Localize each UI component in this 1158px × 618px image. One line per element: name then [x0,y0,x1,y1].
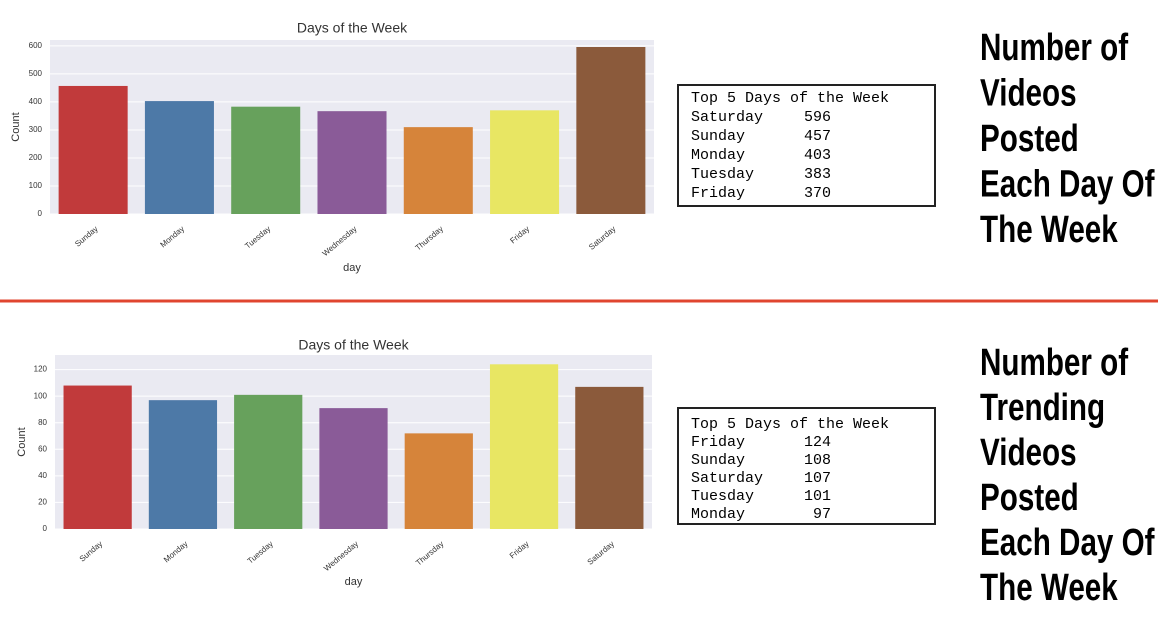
bar [63,385,132,529]
x-tick-label: Wednesday [321,224,359,258]
y-axis-label: Count [16,427,28,456]
table-count: 101 [804,488,831,505]
table-count: 457 [804,128,831,145]
bar [576,47,646,215]
y-tick-label: 40 [38,471,47,480]
heading-line: Videos [980,432,1077,474]
table-count: 107 [804,470,831,487]
table-day: Saturday [691,470,763,487]
chart-title: Days of the Week [297,20,408,36]
table-day: Monday [691,506,745,523]
bar [319,408,388,529]
table-day: Tuesday [691,488,754,505]
x-tick-label: Friday [508,539,531,560]
heading-line: The Week [980,209,1118,251]
y-tick-label: 0 [43,524,48,533]
table-count: 383 [804,166,831,183]
bar [403,127,473,214]
bar [58,85,128,214]
y-tick-label: 80 [38,418,47,427]
table-count: 124 [804,434,831,451]
chart-title: Days of the Week [298,337,409,353]
table-title: Top 5 Days of the Week [691,90,889,107]
table-day: Friday [691,185,745,202]
bar [490,110,560,214]
table-count: 97 [813,506,831,523]
table-day: Saturday [691,109,763,126]
table-box [677,84,936,207]
y-tick-label: 200 [29,153,43,162]
x-tick-label: Friday [508,224,531,245]
x-tick-label: Thursday [414,539,445,567]
x-tick-label: Monday [162,539,190,564]
table-day: Sunday [691,452,745,469]
y-tick-label: 60 [38,444,47,453]
heading-line: Videos [980,72,1077,114]
table-day: Sunday [691,128,745,145]
x-tick-label: Thursday [414,224,445,252]
y-tick-label: 400 [29,97,43,106]
heading-line: Trending [980,387,1105,429]
y-tick-label: 20 [38,498,47,507]
heading-line: Posted [980,118,1079,160]
x-tick-label: Tuesday [246,539,275,565]
x-tick-label: Tuesday [243,224,272,250]
y-tick-label: 100 [34,391,48,400]
table-count: 403 [804,147,831,164]
table-count: 108 [804,452,831,469]
table-count: 370 [804,185,831,202]
bar [575,386,644,529]
heading-line: The Week [980,567,1118,609]
x-tick-label: Monday [158,224,186,249]
heading-line: Number of [980,342,1129,384]
bar [234,394,303,529]
y-tick-label: 120 [34,365,48,374]
table-title: Top 5 Days of the Week [691,416,889,433]
table-box [677,407,936,525]
bar [317,111,387,214]
x-tick-label: Wednesday [322,539,360,573]
table-count: 596 [804,109,831,126]
heading-line: Each Day Of [980,163,1155,205]
y-tick-label: 600 [29,41,43,50]
heading-line: Number of [980,27,1129,69]
heading-line: Each Day Of [980,522,1155,564]
x-tick-label: Saturday [586,539,616,566]
y-tick-label: 100 [29,181,43,190]
bar [404,433,473,529]
x-axis-label: day [345,576,363,588]
y-tick-label: 300 [29,125,43,134]
table-day: Tuesday [691,166,754,183]
bar [148,400,218,529]
x-tick-label: Sunday [78,539,105,563]
y-axis-label: Count [10,112,22,141]
heading-line: Posted [980,477,1079,519]
x-tick-label: Saturday [587,224,617,251]
bar [489,364,559,529]
table-day: Friday [691,434,745,451]
x-tick-label: Sunday [73,224,100,248]
y-tick-label: 0 [38,209,43,218]
table-day: Monday [691,147,745,164]
bar [144,101,214,214]
bar [231,106,301,214]
y-tick-label: 500 [29,69,43,78]
x-axis-label: day [343,262,361,274]
